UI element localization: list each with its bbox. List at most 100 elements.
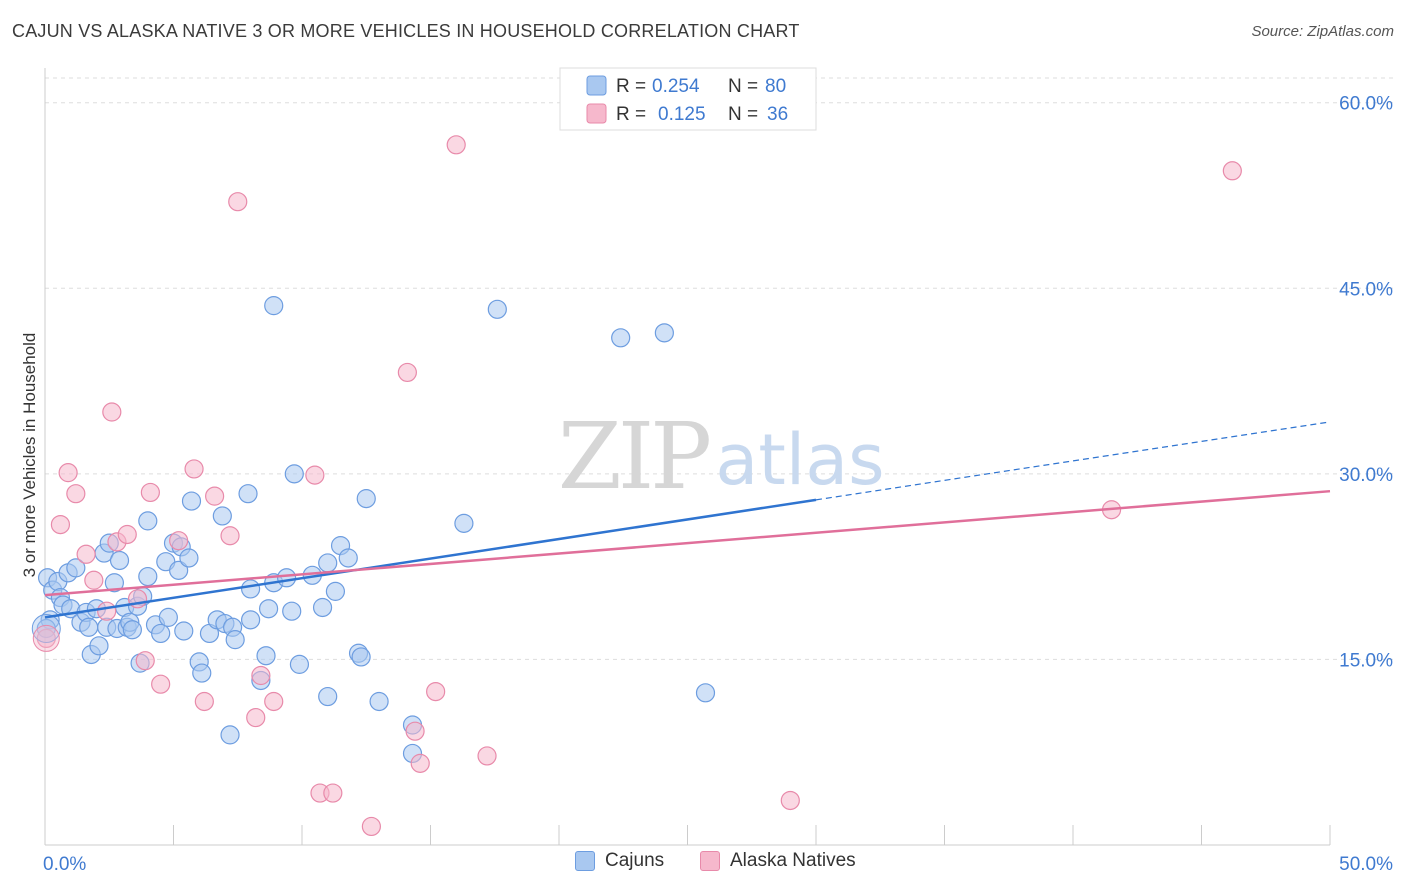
cajun-point-14 <box>89 636 109 656</box>
alaska-point-1 <box>50 514 71 535</box>
cajun-point-57 <box>276 568 297 588</box>
alaska-point-15 <box>184 459 204 479</box>
watermark: ZIP atlas <box>558 403 885 510</box>
legend-top-swatch-alaska <box>586 103 607 124</box>
cajun-point-64 <box>318 686 338 707</box>
alaska-point-5 <box>84 570 104 590</box>
legend-top-swatch-cajuns <box>586 75 607 96</box>
cajun-point-60 <box>289 654 310 674</box>
legend-top-r-value-alaska: 0.125 <box>658 104 706 125</box>
alaska-point-2 <box>58 463 78 483</box>
cajun-point-39 <box>181 491 202 511</box>
legend-bottom: Cajuns Alaska Natives <box>0 850 1406 878</box>
legend-top-n-label-cajuns: N = <box>728 76 758 97</box>
x-tick-label-0: 0.0% <box>43 854 86 875</box>
cajun-trend-line-extension <box>815 421 1331 501</box>
cajun-point-78 <box>695 683 716 703</box>
cajun-point-77 <box>654 323 674 343</box>
alaska-point-17 <box>205 486 225 506</box>
alaska-point-16 <box>194 691 214 712</box>
cajun-point-35 <box>169 560 189 580</box>
alaska-point-14 <box>169 531 189 551</box>
alaska-point-31 <box>446 135 466 155</box>
legend-top-n-label-alaska: N = <box>728 104 758 125</box>
alaska-point-11 <box>135 651 155 671</box>
alaska-point-20 <box>246 707 266 728</box>
cajun-point-18 <box>104 573 124 593</box>
cajun-point-29 <box>138 511 158 531</box>
alaska-point-13 <box>151 674 171 694</box>
alaska-point-28 <box>405 721 425 741</box>
alaska-point-29 <box>410 753 430 773</box>
cajun-point-69 <box>351 647 371 667</box>
trend-layer <box>44 421 1331 619</box>
alaska-point-23 <box>305 465 325 485</box>
alaska-point-21 <box>251 665 271 686</box>
alaska-point-19 <box>228 192 248 212</box>
legend-swatch-alaska-natives <box>700 851 720 871</box>
y-tick-label-1: 30.0% <box>1339 465 1393 486</box>
cajun-point-71 <box>369 691 389 712</box>
legend-label-alaska-natives: Alaska Natives <box>730 850 856 871</box>
alaska-point-18 <box>220 526 240 546</box>
legend-label-cajuns: Cajuns <box>605 850 665 871</box>
alaska-point-25 <box>323 783 343 803</box>
cajun-point-41 <box>192 663 212 683</box>
y-tick-label-0: 15.0% <box>1339 650 1393 671</box>
axis-layer: 15.0% 30.0% 45.0% 60.0% 0.0% 50.0% <box>43 68 1393 875</box>
alaska-point-7 <box>102 402 122 422</box>
cajun-point-38 <box>179 548 199 568</box>
alaska-point-30 <box>426 681 446 702</box>
y-tick-label-3: 60.0% <box>1339 94 1393 115</box>
cajun-point-53 <box>256 646 276 666</box>
y-tick-label-2: 45.0% <box>1339 279 1393 300</box>
cajun-point-37 <box>174 621 194 641</box>
cajun-point-75 <box>487 299 507 319</box>
y-axis-label: 3 or more Vehicles in Household <box>20 333 39 578</box>
grid-layer <box>45 77 1394 660</box>
alaska-point-large <box>32 624 60 652</box>
legend-top-r-label-cajuns: R = <box>616 76 646 97</box>
cajun-point-11 <box>79 617 99 637</box>
cajun-trend-line <box>44 498 817 619</box>
cajun-point-54 <box>258 599 279 619</box>
cajun-point-65 <box>325 581 346 601</box>
cajun-point-50 <box>241 579 261 599</box>
legend-item-cajuns: Cajuns <box>575 850 664 872</box>
legend-item-alaska-natives: Alaska Natives <box>700 850 856 872</box>
cajun-point-51 <box>241 610 261 630</box>
alaska-point-22 <box>264 691 284 712</box>
legend-top-r-value-cajuns: 0.254 <box>652 76 700 97</box>
source-label: Source: ZipAtlas.com <box>1251 23 1394 40</box>
cajun-point-33 <box>158 607 178 627</box>
alaska-point-6 <box>97 601 117 621</box>
cajun-point-58 <box>282 601 302 621</box>
alaska-point-4 <box>76 544 96 564</box>
legend-swatch-cajuns <box>575 851 595 871</box>
cajun-point-59 <box>284 464 304 484</box>
cajun-point-large <box>31 614 61 644</box>
cajun-point-49 <box>238 484 258 504</box>
cajun-point-8 <box>66 558 86 578</box>
cajun-point-48 <box>225 630 245 650</box>
alaska-point-3 <box>66 484 86 504</box>
cajun-point-28 <box>138 566 158 587</box>
cajun-point-63 <box>318 553 338 573</box>
alaska-trend-line <box>44 489 1331 597</box>
cajun-point-46 <box>220 725 240 745</box>
legend-top-r-label-alaska: R = <box>616 104 646 125</box>
alaska-point-9 <box>117 524 137 545</box>
x-tick-label-1: 50.0% <box>1339 854 1393 875</box>
legend-top-n-value-alaska: 36 <box>767 104 788 125</box>
alaska-point-32 <box>477 746 497 766</box>
alaska-point-26 <box>361 816 381 837</box>
watermark-zip: ZIP <box>558 403 709 510</box>
cajun-point-62 <box>312 597 333 618</box>
cajun-point-31 <box>151 623 171 644</box>
cajun-point-74 <box>454 513 474 533</box>
cajun-point-24 <box>122 620 142 640</box>
watermark-atlas: atlas <box>715 419 884 501</box>
alaska-point-33 <box>780 790 800 811</box>
cajun-point-20 <box>109 550 130 571</box>
